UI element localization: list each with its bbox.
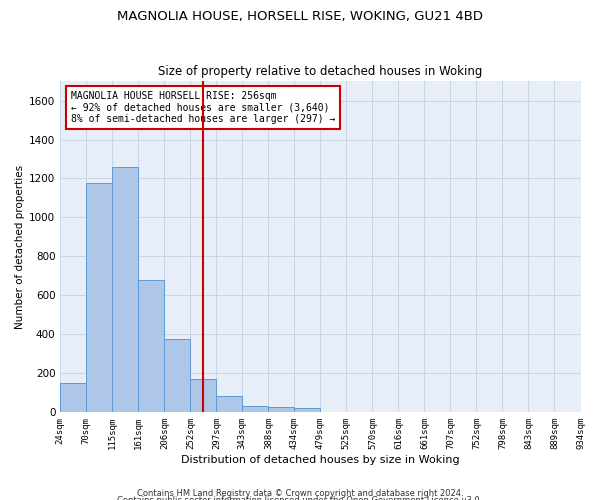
Bar: [217, 396, 242, 412]
X-axis label: Distribution of detached houses by size in Woking: Distribution of detached houses by size …: [181, 455, 460, 465]
Bar: [164, 340, 190, 412]
Text: Contains HM Land Registry data © Crown copyright and database right 2024.: Contains HM Land Registry data © Crown c…: [137, 488, 463, 498]
Text: MAGNOLIA HOUSE HORSELL RISE: 256sqm
← 92% of detached houses are smaller (3,640): MAGNOLIA HOUSE HORSELL RISE: 256sqm ← 92…: [71, 91, 335, 124]
Bar: [139, 280, 164, 412]
Bar: [86, 184, 112, 412]
Bar: [295, 408, 320, 412]
Bar: [112, 167, 139, 412]
Bar: [268, 408, 295, 412]
Bar: [60, 383, 86, 412]
Bar: [190, 379, 217, 412]
Title: Size of property relative to detached houses in Woking: Size of property relative to detached ho…: [158, 66, 482, 78]
Text: Contains public sector information licensed under the Open Government Licence v3: Contains public sector information licen…: [118, 496, 482, 500]
Text: MAGNOLIA HOUSE, HORSELL RISE, WOKING, GU21 4BD: MAGNOLIA HOUSE, HORSELL RISE, WOKING, GU…: [117, 10, 483, 23]
Y-axis label: Number of detached properties: Number of detached properties: [15, 164, 25, 329]
Bar: [242, 406, 268, 412]
